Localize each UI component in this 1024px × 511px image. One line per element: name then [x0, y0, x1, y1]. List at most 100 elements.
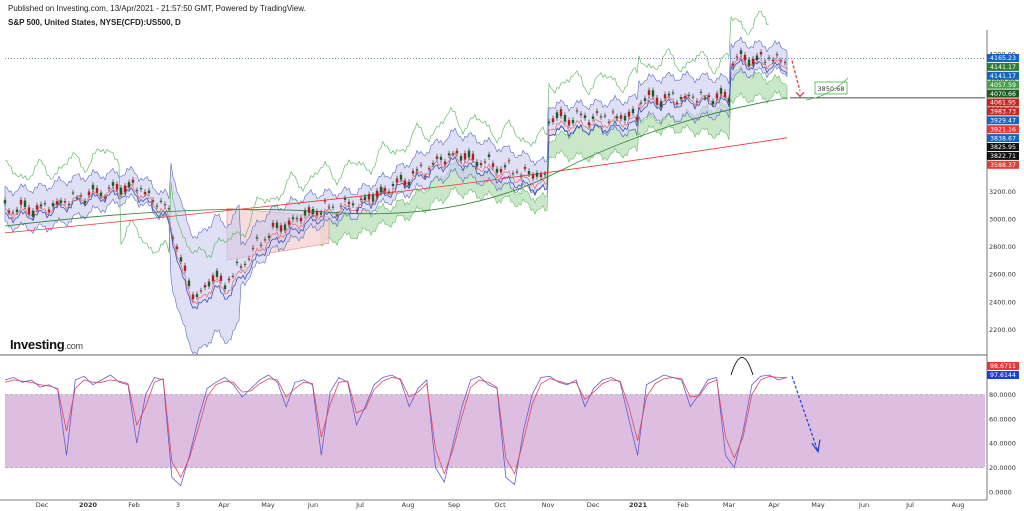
candle — [7, 210, 11, 213]
candle — [443, 161, 447, 165]
candle — [419, 164, 423, 166]
candle — [571, 119, 575, 124]
moving-average-red — [4, 55, 788, 305]
candle — [175, 246, 179, 249]
price-label-text: 4165.23 — [990, 55, 1016, 62]
candle — [111, 182, 115, 186]
candle — [447, 153, 451, 156]
time-tick-label: Apr — [218, 501, 230, 509]
candle — [487, 154, 491, 157]
candle — [503, 165, 507, 168]
candle — [75, 197, 79, 199]
candle — [723, 91, 727, 98]
stochastic-d-line — [4, 375, 787, 479]
lagging-span — [5, 10, 770, 259]
candle — [231, 275, 235, 277]
candle — [279, 225, 283, 232]
candle — [475, 161, 479, 167]
price-label-text: 3822.71 — [990, 153, 1016, 160]
candle — [471, 153, 475, 160]
candle — [507, 160, 511, 162]
candle — [387, 191, 391, 193]
candle — [87, 191, 91, 196]
candle — [635, 117, 639, 120]
candle — [687, 94, 691, 96]
candle — [99, 192, 103, 197]
candle — [491, 163, 495, 168]
candle — [771, 60, 775, 62]
candle — [391, 184, 395, 186]
price-label-text: 4141.17 — [990, 73, 1016, 80]
candle — [551, 118, 555, 123]
candle — [47, 209, 51, 212]
candle — [379, 186, 383, 193]
candle — [715, 93, 719, 99]
candle — [271, 222, 275, 227]
candle — [415, 169, 419, 171]
candle — [147, 190, 151, 193]
price-label-badge — [987, 107, 1019, 116]
candle — [207, 281, 211, 287]
candle — [375, 190, 379, 198]
candle — [267, 235, 271, 238]
candle — [319, 212, 323, 215]
candle — [523, 166, 527, 169]
candle — [575, 110, 579, 112]
candle — [727, 98, 731, 103]
candle — [547, 121, 551, 124]
candle — [335, 214, 339, 216]
price-label-text: 3929.47 — [990, 118, 1016, 125]
price-label-text: 3921.16 — [990, 126, 1016, 133]
candle — [439, 156, 443, 160]
candle — [159, 200, 163, 202]
stochastic-k-line — [4, 374, 788, 487]
candle — [287, 220, 291, 225]
time-tick-label: 2021 — [629, 501, 648, 509]
candle — [259, 244, 263, 246]
candle — [423, 176, 427, 178]
candle — [651, 90, 655, 97]
candle — [647, 90, 651, 96]
bollinger-band — [4, 36, 788, 355]
time-tick-label: Sep — [448, 501, 460, 509]
candle — [347, 201, 351, 204]
candle — [479, 163, 483, 166]
time-tick-label: Jun — [858, 501, 869, 509]
candle — [227, 278, 231, 281]
candle — [759, 51, 763, 55]
projection-arrow-red — [791, 60, 801, 92]
candle — [427, 168, 431, 170]
time-tick-label: Jun — [307, 501, 318, 509]
candle — [603, 115, 607, 117]
candle — [675, 102, 679, 104]
price-label-badge — [987, 151, 1019, 160]
oscillator-tick-label: 60.0000 — [989, 415, 1016, 423]
price-label-text: 3838.67 — [990, 135, 1016, 142]
candle — [763, 61, 767, 63]
price-tick-label: 2600.00 — [989, 271, 1016, 279]
price-pane: 3850.68 — [0, 10, 987, 356]
time-tick-label: Mar — [723, 501, 736, 509]
price-tick-label: 3200.00 — [989, 188, 1016, 196]
candle — [163, 204, 167, 206]
candle — [351, 203, 355, 206]
candle — [671, 92, 675, 94]
candle — [783, 62, 787, 64]
candle — [735, 56, 739, 58]
price-label-text: 4061.95 — [990, 100, 1016, 107]
annotation-leader — [805, 77, 849, 101]
candle — [311, 209, 315, 215]
candle — [255, 237, 259, 239]
projection-arrow-blue — [791, 376, 819, 452]
stochastic-pane — [4, 356, 985, 487]
price-label-text: 4057.59 — [990, 82, 1016, 89]
candle — [707, 95, 711, 98]
price-label-badge — [987, 143, 1019, 151]
candle — [103, 196, 107, 199]
candle — [27, 207, 31, 215]
candle — [107, 187, 111, 189]
projection-arrowhead-red — [795, 91, 805, 98]
candle — [127, 182, 131, 188]
symbol-title: S&P 500, United States, NYSE(CFD):US500,… — [8, 18, 181, 27]
